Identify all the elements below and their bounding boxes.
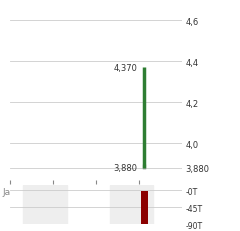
Text: 4,370: 4,370 xyxy=(114,64,138,72)
Bar xyxy=(110,185,153,224)
Bar xyxy=(24,185,67,224)
Text: 3,880: 3,880 xyxy=(114,164,138,172)
Bar xyxy=(141,191,148,224)
